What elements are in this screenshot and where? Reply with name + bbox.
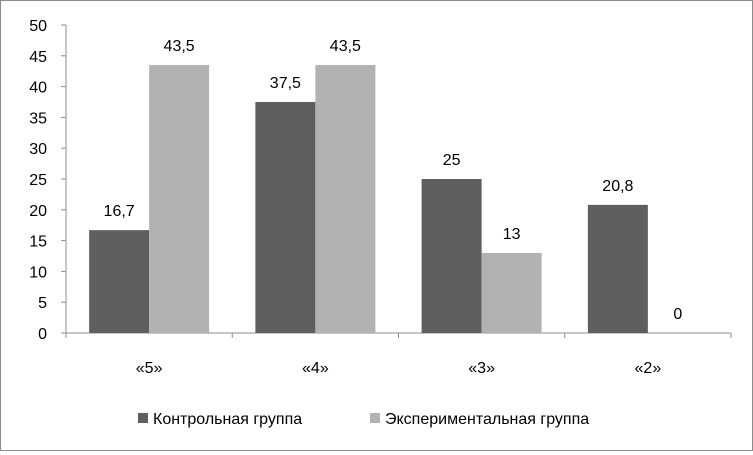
y-tick-label: 30 — [29, 141, 47, 158]
y-tick-label: 45 — [29, 49, 47, 66]
y-tick-label: 0 — [38, 326, 47, 343]
legend-swatch — [138, 413, 148, 423]
x-category-label: «4» — [302, 360, 329, 377]
bars — [89, 65, 648, 333]
legend-swatch — [370, 413, 380, 423]
legend-label: Экспериментальная группа — [385, 411, 589, 428]
bar-control — [421, 179, 482, 333]
y-tick-label: 40 — [29, 80, 47, 97]
x-category-label: «2» — [635, 360, 662, 377]
data-label: 13 — [503, 226, 521, 243]
bar-experimental — [481, 252, 542, 333]
y-tick-label: 10 — [29, 264, 47, 281]
y-tick-label: 50 — [29, 18, 47, 35]
data-label: 25 — [443, 152, 461, 169]
bar-control — [255, 102, 316, 333]
data-label: 43,5 — [330, 38, 361, 55]
data-label: 0 — [673, 306, 682, 323]
bar-experimental — [315, 65, 376, 333]
legend-label: Контрольная группа — [153, 411, 302, 428]
bar-experimental — [149, 65, 210, 333]
y-tick-label: 35 — [29, 110, 47, 127]
y-tick-label: 20 — [29, 203, 47, 220]
data-label: 43,5 — [164, 38, 195, 55]
y-tick-label: 15 — [29, 234, 47, 251]
data-label: 20,8 — [602, 178, 633, 195]
y-tick-label: 25 — [29, 172, 47, 189]
bar-control — [89, 230, 150, 333]
y-axis: 0 5 10 15 20 25 30 35 40 45 50 — [29, 18, 67, 343]
data-labels: 16,7 43,5 37,5 43,5 25 13 20,8 0 — [104, 38, 683, 323]
x-category-label: «3» — [468, 360, 495, 377]
data-label: 16,7 — [104, 203, 135, 220]
y-tick-label: 5 — [38, 295, 47, 312]
data-label: 37,5 — [270, 75, 301, 92]
legend: Контрольная группа Экспериментальная груп… — [138, 411, 589, 428]
x-axis: «5» «4» «3» «2» — [65, 332, 732, 377]
x-category-label: «5» — [136, 360, 163, 377]
bar-control — [587, 204, 648, 333]
